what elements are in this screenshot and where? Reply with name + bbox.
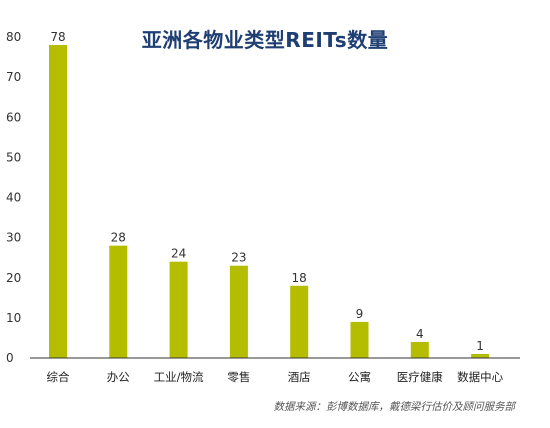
bar-series: 78 28 24 23 18 9 4 1 [49,30,490,359]
x-category-label: 工业/物流 [154,370,204,384]
bar-value-label: 28 [111,231,126,245]
y-tick-label: 10 [6,311,21,325]
y-tick-label: 70 [6,70,21,84]
y-tick-label: 30 [6,231,21,245]
bar-value-label: 78 [50,30,65,44]
bar [229,265,248,358]
y-tick-label: 0 [6,351,14,365]
x-category-label: 医疗健康 [397,370,443,384]
y-axis: 0 10 20 30 40 50 60 70 80 [6,30,21,365]
bar-value-label: 23 [231,251,246,265]
bar-value-label: 18 [292,271,307,285]
bar [169,261,188,358]
y-tick-label: 20 [6,271,21,285]
bar-value-label: 24 [171,247,186,261]
bar [49,45,67,359]
x-category-label: 酒店 [288,370,311,384]
bar [109,245,128,358]
x-category-label: 公寓 [348,370,371,384]
bar [350,321,369,358]
bar-value-label: 4 [416,327,424,341]
source-note: 数据来源：彭博数据库，戴德梁行估价及顾问服务部 [274,401,517,413]
chart-title: 亚洲各物业类型REITs数量 [142,28,388,52]
y-tick-label: 50 [6,150,21,164]
bar [290,285,309,358]
bar-value-label: 9 [356,307,364,321]
y-tick-label: 60 [6,110,21,124]
x-axis: 综合 办公 工业/物流 零售 酒店 公寓 医疗健康 数据中心 [30,357,520,384]
bar [471,353,490,358]
y-tick-label: 40 [6,191,21,205]
y-tick-label: 80 [6,30,21,44]
bar [410,341,429,358]
bar-value-label: 1 [476,339,484,353]
x-category-label: 综合 [47,370,70,384]
x-category-label: 数据中心 [457,370,503,384]
x-category-label: 办公 [107,370,130,384]
x-category-label: 零售 [227,370,250,384]
